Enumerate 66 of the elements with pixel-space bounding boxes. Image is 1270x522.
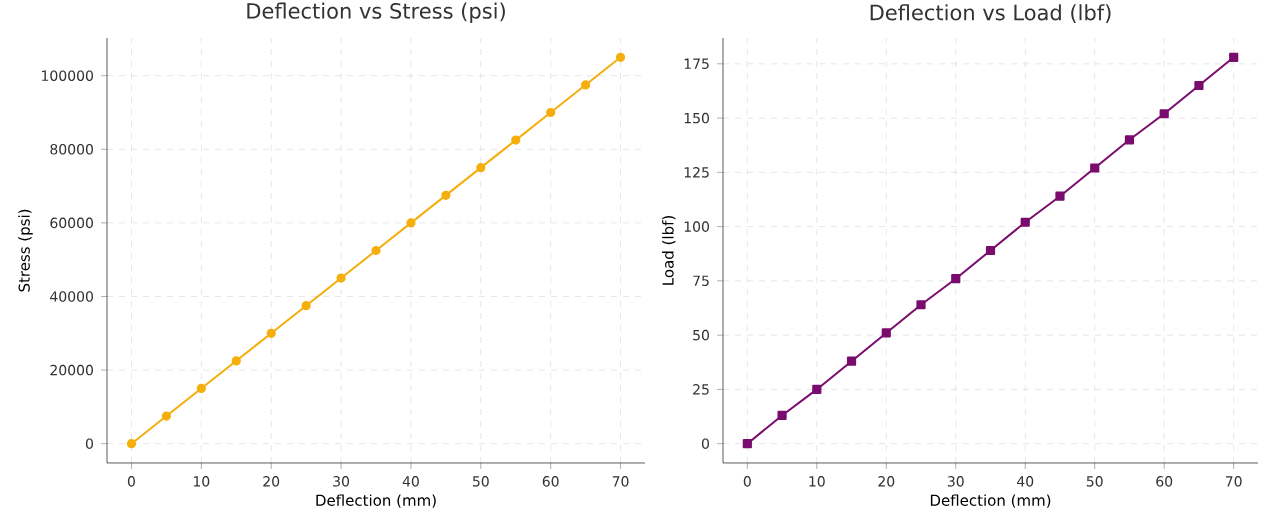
point — [581, 80, 591, 90]
y-tick-label: 25 — [693, 384, 709, 395]
y-axis-title: Load (lbf) — [662, 216, 676, 285]
y-tick-label: 50 — [693, 329, 709, 341]
point — [231, 356, 241, 366]
point — [846, 356, 857, 366]
x-tick-label: 70 — [612, 476, 629, 487]
x-tick-label: 50 — [472, 476, 489, 487]
y-tick-label: 100000 — [42, 70, 93, 81]
x-tick-label: 40 — [402, 476, 419, 487]
point — [1090, 163, 1100, 173]
point — [1159, 109, 1169, 119]
y-tick-label: 0 — [701, 438, 709, 449]
point — [196, 383, 206, 394]
y-tick-label: 75 — [693, 275, 709, 287]
x-axis-title: Deflection (mm) — [316, 494, 436, 508]
x-tick-label: 0 — [127, 476, 135, 487]
point — [406, 218, 416, 228]
y-tick-label: 125 — [684, 167, 709, 178]
point — [1194, 80, 1204, 91]
y-tick-label: 0 — [85, 438, 93, 449]
x-tick-label: 10 — [809, 476, 825, 487]
point — [441, 190, 451, 200]
y-tick-label: 40000 — [50, 291, 93, 302]
x-axis-title: Deflection (mm) — [930, 494, 1051, 508]
point — [161, 411, 171, 421]
point — [511, 135, 521, 145]
y-tick-label: 20000 — [50, 364, 93, 376]
y-tick-label: 100 — [684, 221, 709, 232]
point — [1055, 191, 1065, 201]
point — [1229, 52, 1239, 62]
y-tick-label: 150 — [684, 112, 709, 124]
x-tick-label: 50 — [1086, 476, 1103, 487]
point — [951, 274, 961, 284]
chart-title: Deflection vs Load (lbf) — [870, 4, 1111, 23]
x-tick-label: 30 — [947, 476, 964, 487]
y-tick-label: 60000 — [50, 217, 93, 229]
x-tick-label: 40 — [1017, 476, 1034, 487]
point — [301, 301, 311, 311]
chart-title: Deflection vs Stress (psi) — [247, 2, 505, 23]
point — [546, 107, 556, 118]
point — [476, 163, 486, 173]
point — [371, 245, 381, 256]
x-tick-label: 20 — [263, 476, 280, 487]
point — [615, 52, 626, 62]
x-tick-label: 70 — [1225, 476, 1242, 487]
point — [742, 439, 752, 449]
y-tick-label: 80000 — [50, 144, 93, 155]
point — [916, 300, 926, 310]
x-tick-label: 60 — [542, 476, 559, 487]
point — [336, 273, 346, 283]
x-tick-label: 20 — [878, 476, 895, 487]
point — [126, 439, 137, 449]
x-tick-label: 0 — [743, 476, 751, 487]
x-tick-label: 10 — [193, 476, 210, 487]
x-tick-label: 30 — [333, 476, 350, 487]
point — [777, 410, 787, 421]
point — [266, 328, 276, 338]
x-tick-label: 60 — [1156, 476, 1173, 487]
point — [1124, 135, 1135, 145]
y-tick-label: 175 — [684, 58, 709, 69]
point — [985, 245, 996, 256]
y-axis-title: Stress (psi) — [18, 209, 33, 292]
point — [812, 384, 822, 394]
point — [881, 328, 891, 338]
point — [1020, 217, 1030, 227]
